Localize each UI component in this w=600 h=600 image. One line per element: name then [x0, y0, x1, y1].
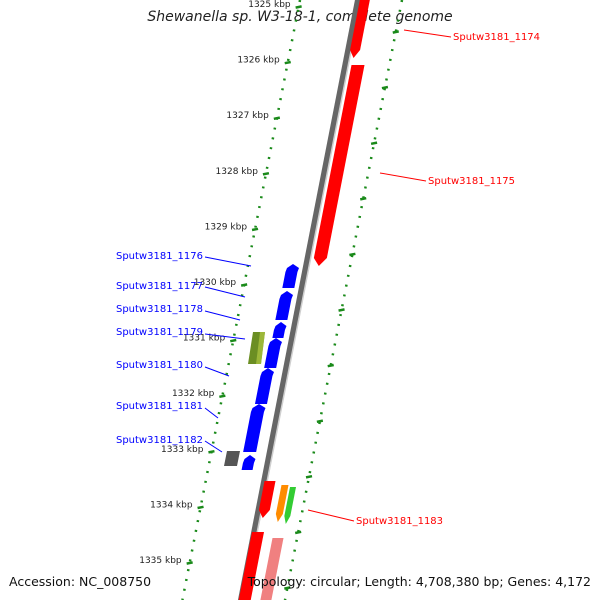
gene-pink-lower[interactable]: [260, 538, 284, 600]
ruler-tick-right: [392, 30, 400, 34]
tick-label: 1325 kbp: [248, 0, 291, 10]
accession-label: Accession: NC_008750: [9, 574, 152, 589]
gene-label[interactable]: Sputw3181_1179: [116, 327, 203, 338]
gene-leader-line: [204, 286, 246, 298]
ruler-tick-right: [338, 308, 345, 312]
map-title: Shewanella sp. W3-18-1, complete genome: [147, 9, 453, 25]
tick-label: 1332 kbp: [172, 389, 215, 399]
gene-leader-line: [204, 407, 219, 419]
ruler-tick-right: [305, 474, 313, 479]
tick-label: 1334 kbp: [150, 500, 193, 510]
tick-label: 1331 kbp: [183, 334, 226, 344]
ruler-tick-right: [284, 586, 291, 590]
ruler-tick: [262, 171, 270, 176]
gene-sputw3181-1177[interactable]: [275, 291, 293, 320]
tick-label: 1328 kbp: [216, 167, 259, 177]
gene-label[interactable]: Sputw3181_1181: [116, 401, 203, 412]
gene-sputw3181-1178[interactable]: [272, 322, 287, 338]
gene-leader-line: [204, 333, 246, 340]
gene-leader-line: [204, 440, 223, 453]
gene-green[interactable]: [284, 487, 296, 524]
ruler-tick-right: [316, 419, 324, 424]
ruler-tick: [240, 283, 248, 287]
gene-label[interactable]: Sputw3181_1180: [116, 360, 203, 371]
gene-sputw3181-1175[interactable]: [313, 65, 365, 266]
gene-leader-line: [403, 29, 452, 38]
ruler-tick: [208, 449, 215, 454]
ruler-ticks: 1325 kbp 1326 kbp 1327 kbp 1328 kbp 1329 kbp…: [139, 0, 400, 590]
gene-label[interactable]: Sputw3181_1175: [428, 176, 515, 187]
gene-sputw3181-1174[interactable]: [350, 0, 371, 58]
ruler-tick: [229, 338, 237, 343]
gene-labels: Sputw3181_1176 Sputw3181_1177 Sputw3181_11…: [116, 29, 540, 527]
ruler-tick: [197, 505, 204, 510]
gene-sputw3181-1176[interactable]: [282, 264, 299, 288]
ruler-tick-right: [349, 252, 356, 257]
gene-label[interactable]: Sputw3181_1177: [116, 281, 203, 292]
ruler-tick: [186, 561, 193, 565]
gene-label[interactable]: Sputw3181_1178: [116, 304, 203, 315]
ruler-tick-right: [294, 530, 302, 535]
gene-sputw3181-1181[interactable]: [243, 404, 266, 452]
ruler-tick-right: [381, 85, 389, 90]
gene-red-lower[interactable]: [238, 532, 264, 600]
gene-label[interactable]: Sputw3181_1176: [116, 251, 203, 262]
gene-label[interactable]: Sputw3181_1174: [453, 32, 540, 43]
gene-gray[interactable]: [224, 451, 240, 466]
gene-label[interactable]: Sputw3181_1182: [116, 435, 203, 446]
tick-label: 1333 kbp: [161, 445, 204, 455]
gene-leader-line: [204, 310, 241, 321]
ruler-tick: [219, 394, 226, 399]
topology-summary: Topology: circular; Length: 4,708,380 bp…: [247, 574, 591, 589]
ruler-tick-right: [370, 141, 378, 146]
ruler-tick: [295, 5, 302, 9]
gene-leader-line: [204, 256, 252, 267]
tick-label: 1327 kbp: [226, 111, 269, 121]
gene-sputw3181-1180a[interactable]: [264, 338, 282, 368]
gene-leader-line: [204, 366, 230, 377]
tick-label: 1335 kbp: [139, 556, 182, 566]
gene-label[interactable]: Sputw3181_1183: [356, 516, 443, 527]
backbone-line: [237, 0, 362, 600]
gene-orange[interactable]: [275, 485, 289, 522]
tick-label: 1329 kbp: [205, 222, 248, 232]
tick-label: 1326 kbp: [237, 56, 280, 66]
ruler-tick-right: [359, 196, 367, 201]
gene-sputw3181-1182[interactable]: [241, 455, 256, 470]
ruler-tick: [273, 116, 281, 121]
ruler-left: [181, 0, 302, 600]
gene-leader-line: [307, 509, 355, 522]
gene-leader-line: [379, 172, 427, 182]
ruler-tick: [251, 227, 259, 232]
ruler-tick: [284, 60, 291, 65]
gene-sputw3181-1180[interactable]: [254, 368, 274, 404]
gene-sputw3181-1179-shade: [256, 332, 265, 364]
ruler-right: [283, 0, 404, 600]
tick-label: 1330 kbp: [194, 278, 237, 288]
gene-sputw3181-1183[interactable]: [258, 481, 276, 518]
ruler-tick-right: [327, 363, 334, 368]
